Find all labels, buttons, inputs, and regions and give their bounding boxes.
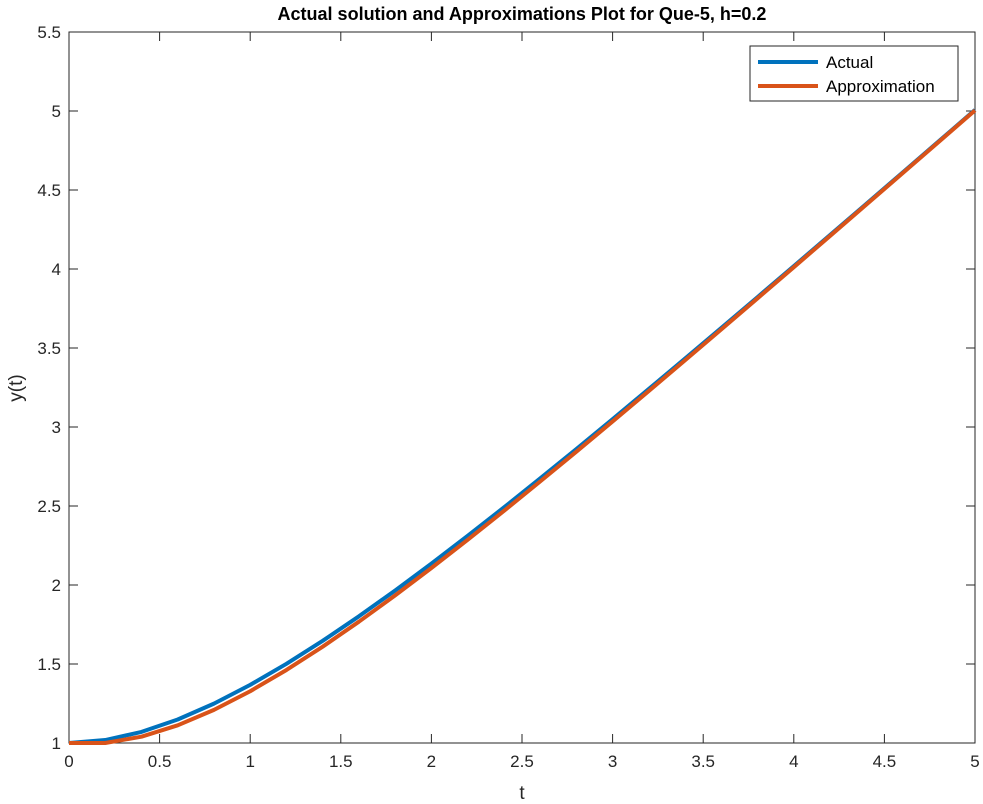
y-tick-label: 3.5 <box>37 339 61 358</box>
y-tick-label: 3 <box>52 418 61 437</box>
x-tick-label: 1.5 <box>329 752 353 771</box>
y-tick-label: 5 <box>52 102 61 121</box>
x-tick-label: 0.5 <box>148 752 172 771</box>
y-tick-label: 4 <box>52 260 61 279</box>
x-tick-label: 0 <box>64 752 73 771</box>
x-tick-label: 3.5 <box>691 752 715 771</box>
y-tick-label: 2 <box>52 576 61 595</box>
legend: Actual Approximation <box>749 45 959 102</box>
legend-label-actual: Actual <box>826 53 873 72</box>
x-tick-label: 2 <box>427 752 436 771</box>
legend-label-approximation: Approximation <box>826 77 935 96</box>
x-tick-label: 3 <box>608 752 617 771</box>
x-tick-label: 1 <box>245 752 254 771</box>
legend-box <box>749 45 959 102</box>
x-axis-label: t <box>519 783 525 804</box>
series-lines <box>68 108 977 745</box>
y-tick-label: 4.5 <box>37 181 61 200</box>
y-tick-label: 1 <box>52 734 61 753</box>
axis-ticks: 0 0.5 1 1.5 2 2.5 3 3.5 4 4.5 5 1 1.5 2 2.5 3 3.5 4 4.5 5 5.… <box>37 23 979 771</box>
x-tick-label: 4 <box>789 752 798 771</box>
y-axis-label: y(t) <box>6 374 27 401</box>
series-line-approximation <box>69 108 977 745</box>
chart-title: Actual solution and Approximations Plot … <box>278 4 767 24</box>
x-tick-label: 2.5 <box>510 752 534 771</box>
y-tick-label: 5.5 <box>37 23 61 42</box>
plot-area <box>68 31 976 744</box>
y-tick-label: 2.5 <box>37 497 61 516</box>
x-tick-label: 5 <box>970 752 979 771</box>
y-tick-label: 1.5 <box>37 655 61 674</box>
x-tick-label: 4.5 <box>873 752 897 771</box>
